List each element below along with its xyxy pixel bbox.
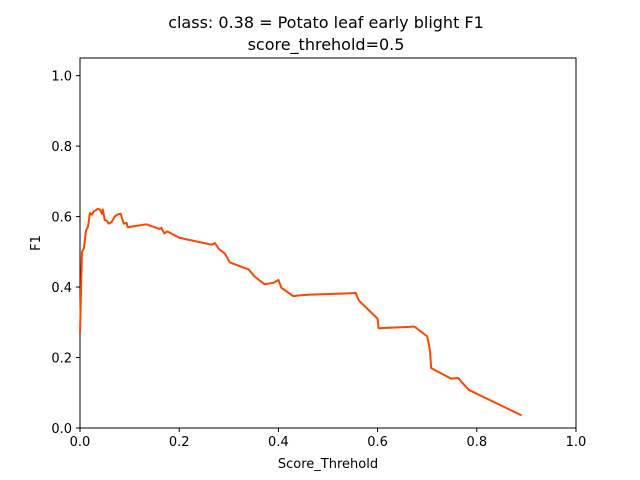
y-tick-label: 0.4 bbox=[51, 281, 72, 296]
x-tick-label: 1.0 bbox=[566, 435, 587, 450]
plot-frame bbox=[79, 57, 577, 429]
y-tick-label: 0.2 bbox=[51, 352, 72, 367]
y-tick-label: 0.0 bbox=[51, 422, 72, 437]
chart-title: class: 0.38 = Potato leaf early blight F… bbox=[168, 13, 484, 32]
x-tick-label: 0.4 bbox=[268, 435, 289, 450]
y-axis: 0.0 0.2 0.4 0.6 0.8 1.0 bbox=[51, 70, 80, 437]
x-axis: 0.0 0.2 0.4 0.6 0.8 1.0 bbox=[70, 428, 587, 450]
x-tick-label: 0.8 bbox=[466, 435, 487, 450]
y-axis-label: F1 bbox=[29, 235, 44, 251]
y-tick-label: 1.0 bbox=[51, 70, 72, 85]
f1-series-line bbox=[79, 207, 522, 417]
x-tick-label: 0.2 bbox=[169, 435, 190, 450]
y-tick-label: 0.6 bbox=[51, 211, 72, 226]
x-tick-label: 0.6 bbox=[367, 435, 388, 450]
x-axis-label: Score_Threhold bbox=[278, 457, 378, 472]
x-tick-label: 0.0 bbox=[70, 435, 91, 450]
chart-subtitle: score_threhold=0.5 bbox=[248, 35, 405, 55]
y-tick-label: 0.8 bbox=[51, 140, 72, 155]
